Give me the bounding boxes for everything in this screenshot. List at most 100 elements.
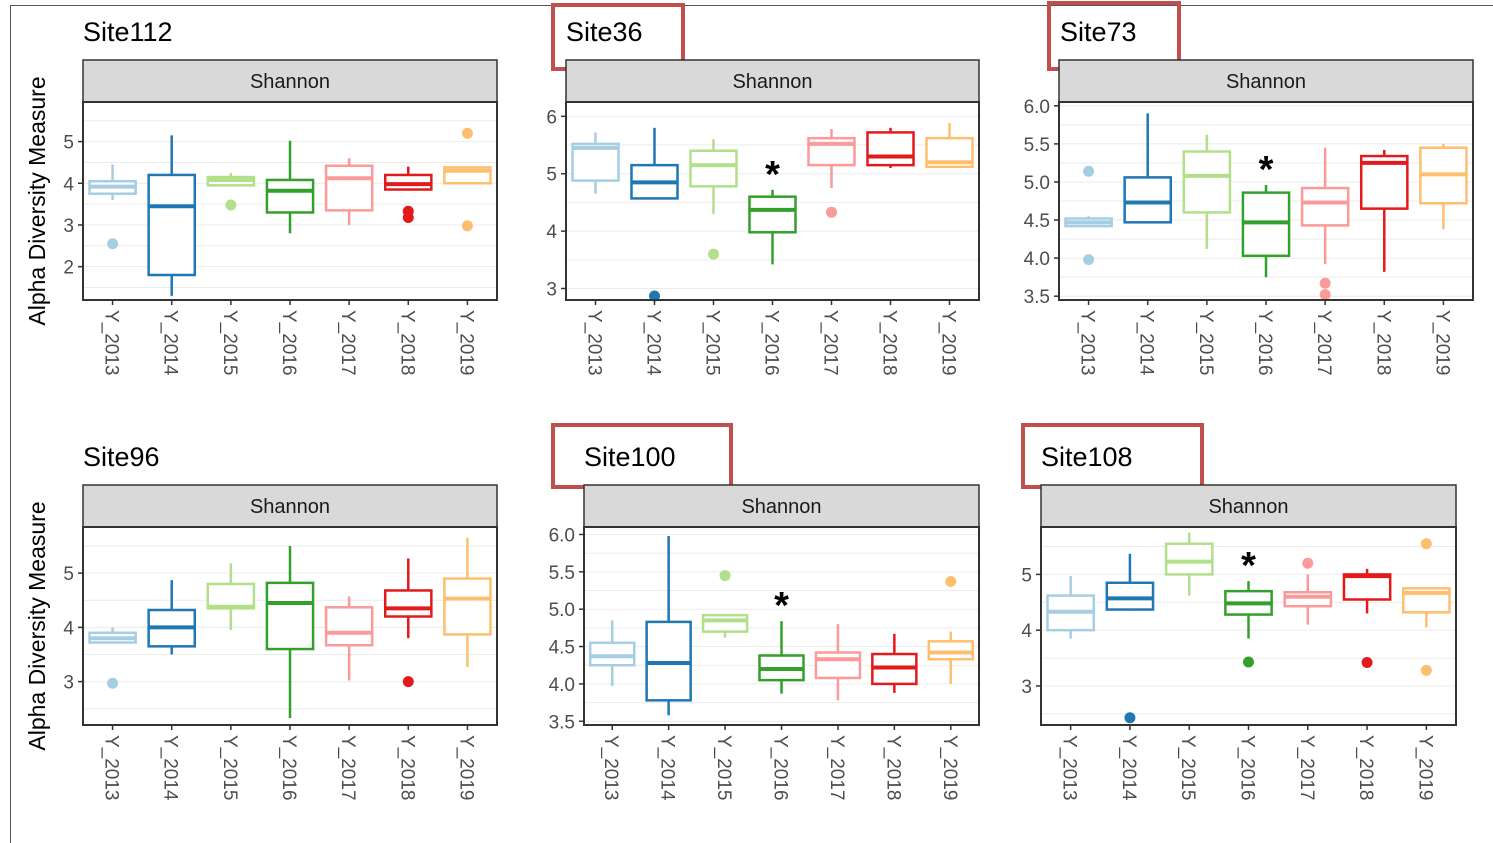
- facet-label: Shannon: [1208, 496, 1288, 518]
- outlier-point: [1243, 656, 1254, 668]
- x-tick-label: Y_2019: [1431, 310, 1452, 376]
- x-tick-label: Y_2013: [584, 310, 605, 376]
- box-body: [206, 582, 256, 610]
- x-tick-label: Y_2014: [1136, 310, 1157, 376]
- outlier-point: [107, 238, 119, 250]
- box-y-2019: [443, 127, 492, 232]
- x-tick-label: Y_2015: [219, 735, 240, 801]
- panel-site108: Site108 Shannon * 3 4 5 Y_2013 Y_2014 Y_2015 Y_20…: [1021, 423, 1457, 801]
- box-y-2013: [88, 164, 137, 250]
- box-y-2016: *: [748, 154, 797, 265]
- x-tick-label: Y_2013: [101, 310, 122, 376]
- x-tick-label: Y_2014: [643, 310, 664, 376]
- panel-title: Site96: [83, 442, 160, 472]
- figure-left-border: [10, 5, 11, 843]
- panel-site73: Site73 Shannon * 3.5 4.0 4.5 5.0 5.5 6.0 Y_2013 Y_…: [1024, 1, 1474, 376]
- panel-title: Site112: [83, 17, 173, 47]
- box-body: [1164, 542, 1214, 576]
- outlier-point: [1083, 165, 1095, 177]
- panel-title: Site100: [584, 442, 676, 472]
- y-tick-label: 6.0: [1024, 97, 1050, 118]
- x-tick-label: Y_2018: [882, 735, 903, 801]
- y-tick-label: 4: [546, 222, 557, 243]
- y-tick-label: 3: [1021, 677, 1032, 698]
- y-tick-label: 3: [63, 673, 74, 694]
- box-y-2016: *: [1241, 149, 1291, 278]
- box-body: [265, 581, 315, 651]
- y-tick-label: 3.5: [1024, 287, 1050, 308]
- box-body: [1182, 150, 1232, 214]
- x-tick-label: Y_2017: [820, 310, 841, 376]
- box-y-2018: [1359, 149, 1409, 272]
- box-body: [689, 149, 738, 188]
- outlier-point: [1420, 538, 1432, 550]
- facet-label: Shannon: [250, 496, 330, 518]
- x-tick-label: Y_2018: [1372, 310, 1393, 376]
- box-body: [265, 178, 315, 214]
- box-body: [1283, 591, 1333, 608]
- x-tick-label: Y_2015: [1177, 735, 1198, 801]
- y-tick-label: 4: [63, 174, 74, 195]
- box-y-2015: [206, 172, 256, 211]
- x-tick-label: Y_2013: [101, 735, 122, 801]
- panel-site100: Site100 Shannon * 3.5 4.0 4.5 5.0 5.5 6.0 Y_2013 Y…: [549, 423, 980, 801]
- outlier-point: [1319, 277, 1331, 289]
- x-tick-label: Y_2015: [219, 310, 240, 376]
- box-y-2018: [866, 127, 915, 168]
- box-y-2014: [630, 127, 679, 302]
- box-y-2019: [443, 537, 492, 667]
- facet-label: Shannon: [732, 71, 812, 93]
- box-body: [814, 651, 862, 680]
- box-body: [443, 577, 492, 636]
- x-tick-label: Y_2015: [1195, 310, 1216, 376]
- x-tick-label: Y_2017: [1313, 310, 1334, 376]
- y-tick-label: 4.5: [1024, 211, 1050, 232]
- y-tick-label: 6.0: [549, 525, 575, 546]
- y-tick-label: 5.0: [549, 600, 575, 621]
- box-y-2017: [324, 596, 374, 681]
- y-tick-label: 5.5: [1024, 135, 1050, 156]
- outlier-point: [945, 576, 957, 588]
- outlier-point: [402, 211, 414, 223]
- outlier-point: [708, 248, 719, 260]
- y-tick-label: 5: [546, 165, 557, 186]
- outlier-point: [107, 677, 119, 689]
- outlier-point: [1361, 657, 1373, 669]
- panel-site112: Site112 Shannon 2 3 4 5 Y_2013 Y_2014 Y_2015 Y_20…: [63, 17, 498, 376]
- x-tick-label: Y_2013: [600, 735, 621, 801]
- outlier-point: [225, 199, 237, 211]
- box-y-2013: [588, 620, 636, 687]
- x-tick-label: Y_2019: [1414, 735, 1435, 801]
- y-axis-title: Alpha Diversity Measure: [24, 501, 50, 750]
- x-tick-label: Y_2014: [160, 310, 181, 376]
- box-y-2015: [1182, 134, 1232, 249]
- x-tick-label: Y_2015: [702, 310, 723, 376]
- y-tick-label: 4.0: [1024, 249, 1050, 270]
- y-tick-label: 2: [63, 258, 74, 279]
- box-body: [324, 606, 374, 647]
- x-tick-label: Y_2013: [1059, 735, 1080, 801]
- panel-site36: Site36 Shannon * 3 4 5 6 Y_2013 Y_2014 Y_2015 Y_20…: [546, 3, 980, 376]
- outlier-point: [1083, 254, 1095, 266]
- y-tick-label: 4: [1021, 621, 1032, 642]
- x-tick-label: Y_2016: [770, 735, 791, 801]
- outlier-point: [826, 206, 837, 218]
- panel-title: Site73: [1060, 17, 1137, 47]
- x-tick-label: Y_2018: [396, 735, 417, 801]
- box-body: [147, 173, 197, 277]
- box-y-2014: [147, 135, 197, 296]
- x-tick-label: Y_2019: [455, 310, 476, 376]
- y-axis-title: Alpha Diversity Measure: [24, 76, 50, 325]
- facet-strip: [82, 484, 498, 528]
- box-y-2014: [147, 580, 197, 655]
- x-tick-label: Y_2018: [1355, 735, 1376, 801]
- box-y-2016: [265, 140, 315, 234]
- significance-marker: *: [774, 585, 789, 627]
- y-tick-label: 5.5: [549, 563, 575, 584]
- significance-marker: *: [1241, 545, 1256, 587]
- box-y-2017: [324, 158, 374, 225]
- panel-title: Site36: [566, 17, 643, 47]
- box-body: [324, 164, 374, 212]
- box-y-2016: [265, 545, 315, 718]
- x-tick-label: Y_2014: [160, 735, 181, 801]
